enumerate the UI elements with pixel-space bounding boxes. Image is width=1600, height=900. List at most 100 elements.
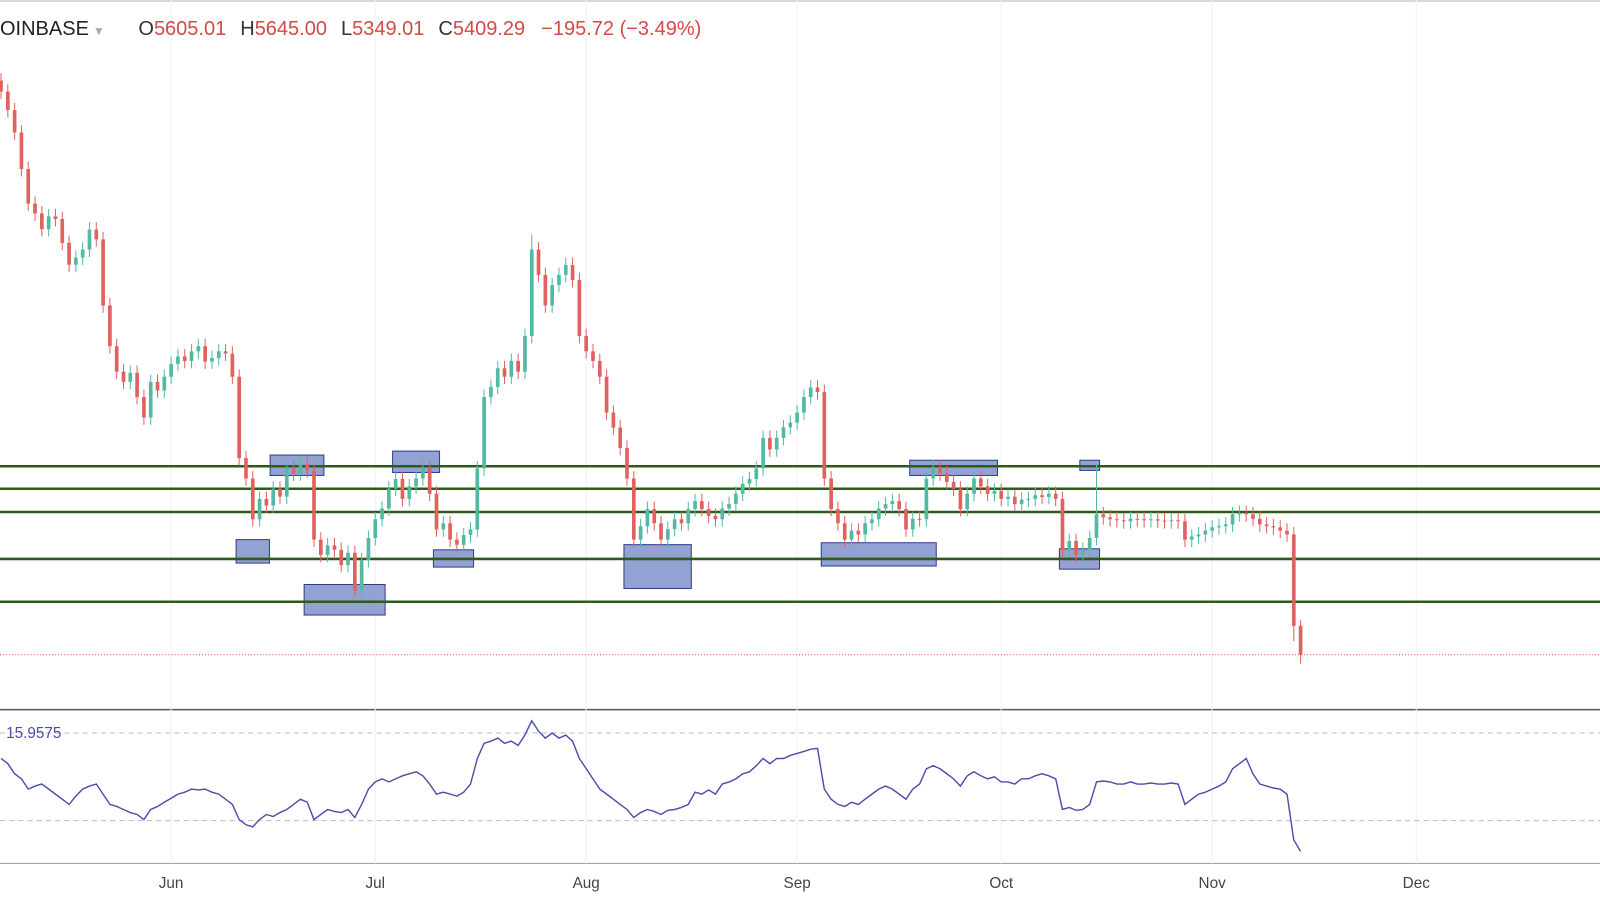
candle-body: [373, 519, 378, 539]
candle-body: [686, 509, 691, 524]
candle-body: [359, 559, 364, 591]
candle-body: [421, 468, 425, 479]
candle-body: [339, 549, 344, 566]
candle-body: [992, 490, 997, 494]
candle-body: [74, 257, 78, 265]
candle-body: [1244, 512, 1249, 515]
candle-body: [19, 132, 24, 170]
zone-box: [623, 544, 692, 589]
candle-body: [257, 498, 262, 520]
candle-body: [223, 351, 228, 354]
candle-body: [1128, 518, 1133, 522]
candle-body: [734, 493, 738, 505]
candle-body: [427, 468, 432, 494]
candle-body: [1257, 518, 1262, 525]
candle-body: [842, 523, 847, 540]
candle-body: [795, 412, 799, 423]
candle-body: [1115, 519, 1119, 521]
candle-body: [740, 483, 745, 494]
candle-body: [863, 523, 867, 535]
candle-body: [264, 498, 269, 506]
candle-body: [230, 353, 235, 377]
symbol-dropdown[interactable]: ▼: [92, 24, 105, 38]
candle-body: [5, 91, 10, 111]
candle-body: [216, 351, 221, 358]
candle-body: [597, 360, 602, 377]
candle-body: [754, 468, 759, 479]
x-tick-label: Aug: [573, 875, 600, 892]
candle-body: [196, 346, 201, 352]
candle-body: [482, 397, 486, 469]
candle-body: [87, 229, 92, 250]
candle-body: [407, 486, 412, 499]
candle-body: [727, 504, 731, 509]
candle-body: [182, 356, 187, 361]
ohlc-value: 5349.01: [352, 18, 425, 40]
candle-body: [910, 518, 915, 530]
candle-body: [1087, 538, 1092, 550]
candle-body: [1271, 526, 1276, 528]
candle-body: [706, 509, 711, 516]
candle-body: [577, 280, 582, 336]
candle-body: [999, 490, 1004, 499]
candle-body: [781, 427, 786, 438]
candle-body: [761, 437, 765, 469]
candle-body: [570, 265, 575, 281]
candle-body: [1006, 496, 1010, 499]
candle-body: [114, 346, 119, 372]
candle-body: [448, 523, 452, 540]
candle-body: [1264, 524, 1269, 527]
candle-body: [870, 519, 874, 524]
ohlc-key: O: [138, 18, 154, 40]
candle-body: [244, 458, 248, 479]
candle-body: [876, 508, 881, 520]
candle-body: [1033, 495, 1038, 499]
candle-body: [148, 381, 153, 418]
x-tick-label: Jun: [159, 875, 184, 892]
candle-body: [291, 468, 296, 474]
candle-body: [284, 468, 289, 497]
candle-body: [618, 427, 623, 448]
candle-body: [509, 360, 514, 377]
candle-body: [169, 363, 173, 377]
candle-body: [1067, 540, 1072, 550]
candle-body: [1155, 519, 1160, 521]
candle-body: [414, 478, 418, 487]
symbol: OINBASE: [0, 18, 89, 40]
candle-body: [645, 509, 650, 527]
candle-body: [162, 376, 167, 391]
candle-body: [938, 467, 942, 474]
candle-body: [1189, 536, 1194, 540]
candle-body: [924, 478, 929, 520]
ohlc-key: C: [438, 18, 453, 40]
candle-body: [325, 545, 330, 555]
top-border: [0, 0, 1600, 3]
indicator-line: [0, 719, 1302, 852]
candle-body: [972, 478, 976, 494]
ohlc-value: 5605.01: [153, 18, 227, 40]
candle-body: [312, 470, 316, 540]
candle-body: [693, 501, 697, 510]
candle-body: [237, 376, 242, 459]
candle-body: [278, 488, 282, 497]
candle-body: [1251, 514, 1255, 519]
candle-body: [176, 356, 180, 364]
candle-body: [1040, 495, 1044, 497]
candle-body: [815, 387, 820, 393]
candle-body: [33, 203, 37, 214]
candle-body: [822, 392, 827, 479]
candle-body: [489, 386, 493, 398]
candle-body: [502, 368, 507, 377]
candle-body: [12, 110, 17, 133]
candle-body: [638, 526, 643, 540]
candle-body: [1019, 499, 1024, 505]
candle-body: [387, 488, 391, 509]
candle-body: [101, 239, 105, 306]
candle-body: [550, 285, 554, 306]
candle-body: [1101, 514, 1106, 518]
candle-body: [890, 501, 895, 505]
candle-body: [904, 509, 908, 530]
candle-body: [1060, 498, 1065, 550]
candle-body: [400, 478, 405, 499]
